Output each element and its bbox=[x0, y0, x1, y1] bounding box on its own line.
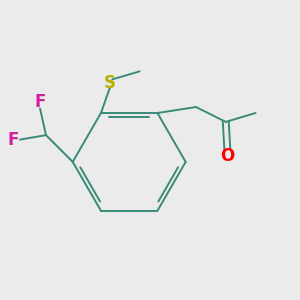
Text: F: F bbox=[8, 130, 19, 148]
Text: S: S bbox=[104, 74, 116, 92]
Text: F: F bbox=[34, 93, 46, 111]
Text: O: O bbox=[220, 147, 234, 165]
